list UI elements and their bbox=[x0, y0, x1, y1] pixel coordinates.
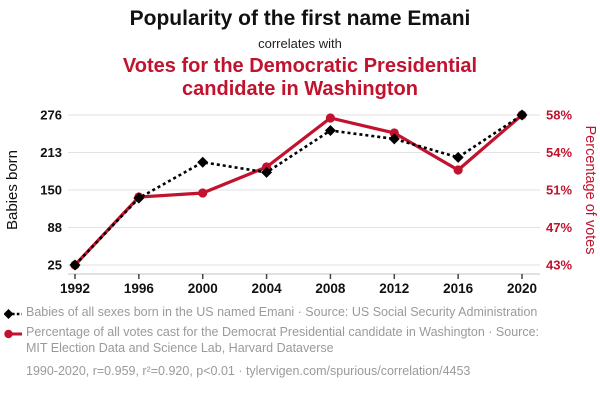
data-point-diamond bbox=[452, 151, 464, 163]
x-axis-year-label: 2000 bbox=[188, 281, 218, 296]
x-axis-year-label: 2004 bbox=[252, 281, 283, 296]
right-axis-tick-label: 43% bbox=[546, 258, 572, 273]
left-axis-tick-label: 150 bbox=[40, 183, 62, 198]
data-point-circle bbox=[453, 165, 463, 175]
series-line bbox=[73, 113, 524, 267]
correlation-line-chart: 25 43% 88 47% 150 51% 213 54% 276 58% 1992 1996 2000… bbox=[4, 108, 598, 297]
legend-item-babies: Babies of all sexes born in the US named… bbox=[4, 305, 594, 320]
data-point-circle bbox=[198, 188, 208, 198]
right-axis-tick-label: 51% bbox=[546, 183, 572, 198]
page-title: Popularity of the first name Emani bbox=[129, 7, 471, 30]
chart-subtitle: Votes for the Democratic Presidential ca… bbox=[122, 55, 478, 100]
left-axis-tick-label: 276 bbox=[40, 108, 62, 123]
legend-label-babies: Babies of all sexes born in the US named… bbox=[26, 305, 538, 319]
series-line bbox=[74, 113, 523, 266]
left-axis-tick-label: 88 bbox=[48, 220, 62, 235]
data-point-diamond bbox=[261, 166, 273, 178]
data-point-diamond bbox=[516, 109, 528, 121]
x-axis-year-label: 2012 bbox=[379, 281, 409, 296]
legend-item-votes: Percentage of all votes cast for the Dem… bbox=[4, 325, 594, 356]
right-axis-tick-label: 58% bbox=[546, 108, 572, 123]
right-axis-title: Percentage of votes bbox=[582, 126, 598, 255]
data-point-diamond bbox=[69, 259, 81, 271]
data-point-diamond bbox=[324, 125, 336, 137]
data-point-diamond bbox=[197, 156, 209, 168]
x-axis-year-label: 1992 bbox=[60, 281, 90, 296]
chart-legend: Babies of all sexes born in the US named… bbox=[4, 305, 594, 378]
chart-header: Popularity of the first name Emani corre… bbox=[0, 0, 600, 101]
x-axis-year-label: 2016 bbox=[443, 281, 474, 296]
data-point-circle bbox=[389, 128, 399, 138]
right-axis-tick-label: 54% bbox=[546, 145, 572, 160]
red-circle-solid-icon bbox=[4, 330, 22, 339]
chart-grid bbox=[68, 114, 540, 266]
left-axis-tick-label: 25 bbox=[48, 258, 62, 273]
x-axis-year-label: 2008 bbox=[315, 281, 346, 296]
left-axis-title: Babies born bbox=[4, 150, 21, 230]
black-diamond-dashed-icon bbox=[4, 309, 22, 319]
legend-label-votes: Percentage of all votes cast for the Dem… bbox=[26, 325, 540, 355]
x-axis-year-label: 1996 bbox=[124, 281, 155, 296]
data-point-diamond bbox=[388, 133, 400, 145]
x-axis-year-label: 2020 bbox=[507, 281, 537, 296]
stats-footnote: 1990-2020, r=0.959, r²=0.920, p<0.01 · t… bbox=[26, 363, 471, 378]
right-axis-tick-label: 47% bbox=[546, 220, 572, 235]
data-point-diamond bbox=[133, 192, 145, 204]
left-axis-tick-label: 213 bbox=[40, 145, 62, 160]
series-babies bbox=[69, 109, 528, 271]
data-point-circle bbox=[325, 113, 336, 123]
correlates-with-label: correlates with bbox=[258, 36, 342, 51]
